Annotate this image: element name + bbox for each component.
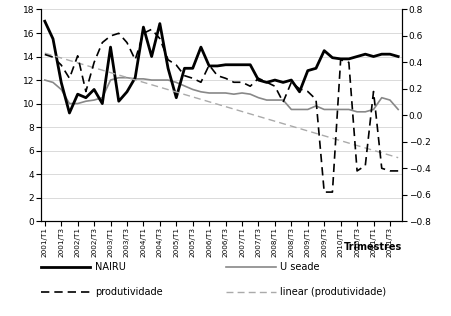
Text: produtividade: produtividade (95, 287, 162, 297)
Text: NAIRU: NAIRU (95, 262, 125, 272)
Text: U seade: U seade (280, 262, 319, 272)
Text: Trimestres: Trimestres (343, 242, 401, 252)
Text: linear (produtividade): linear (produtividade) (280, 287, 386, 297)
